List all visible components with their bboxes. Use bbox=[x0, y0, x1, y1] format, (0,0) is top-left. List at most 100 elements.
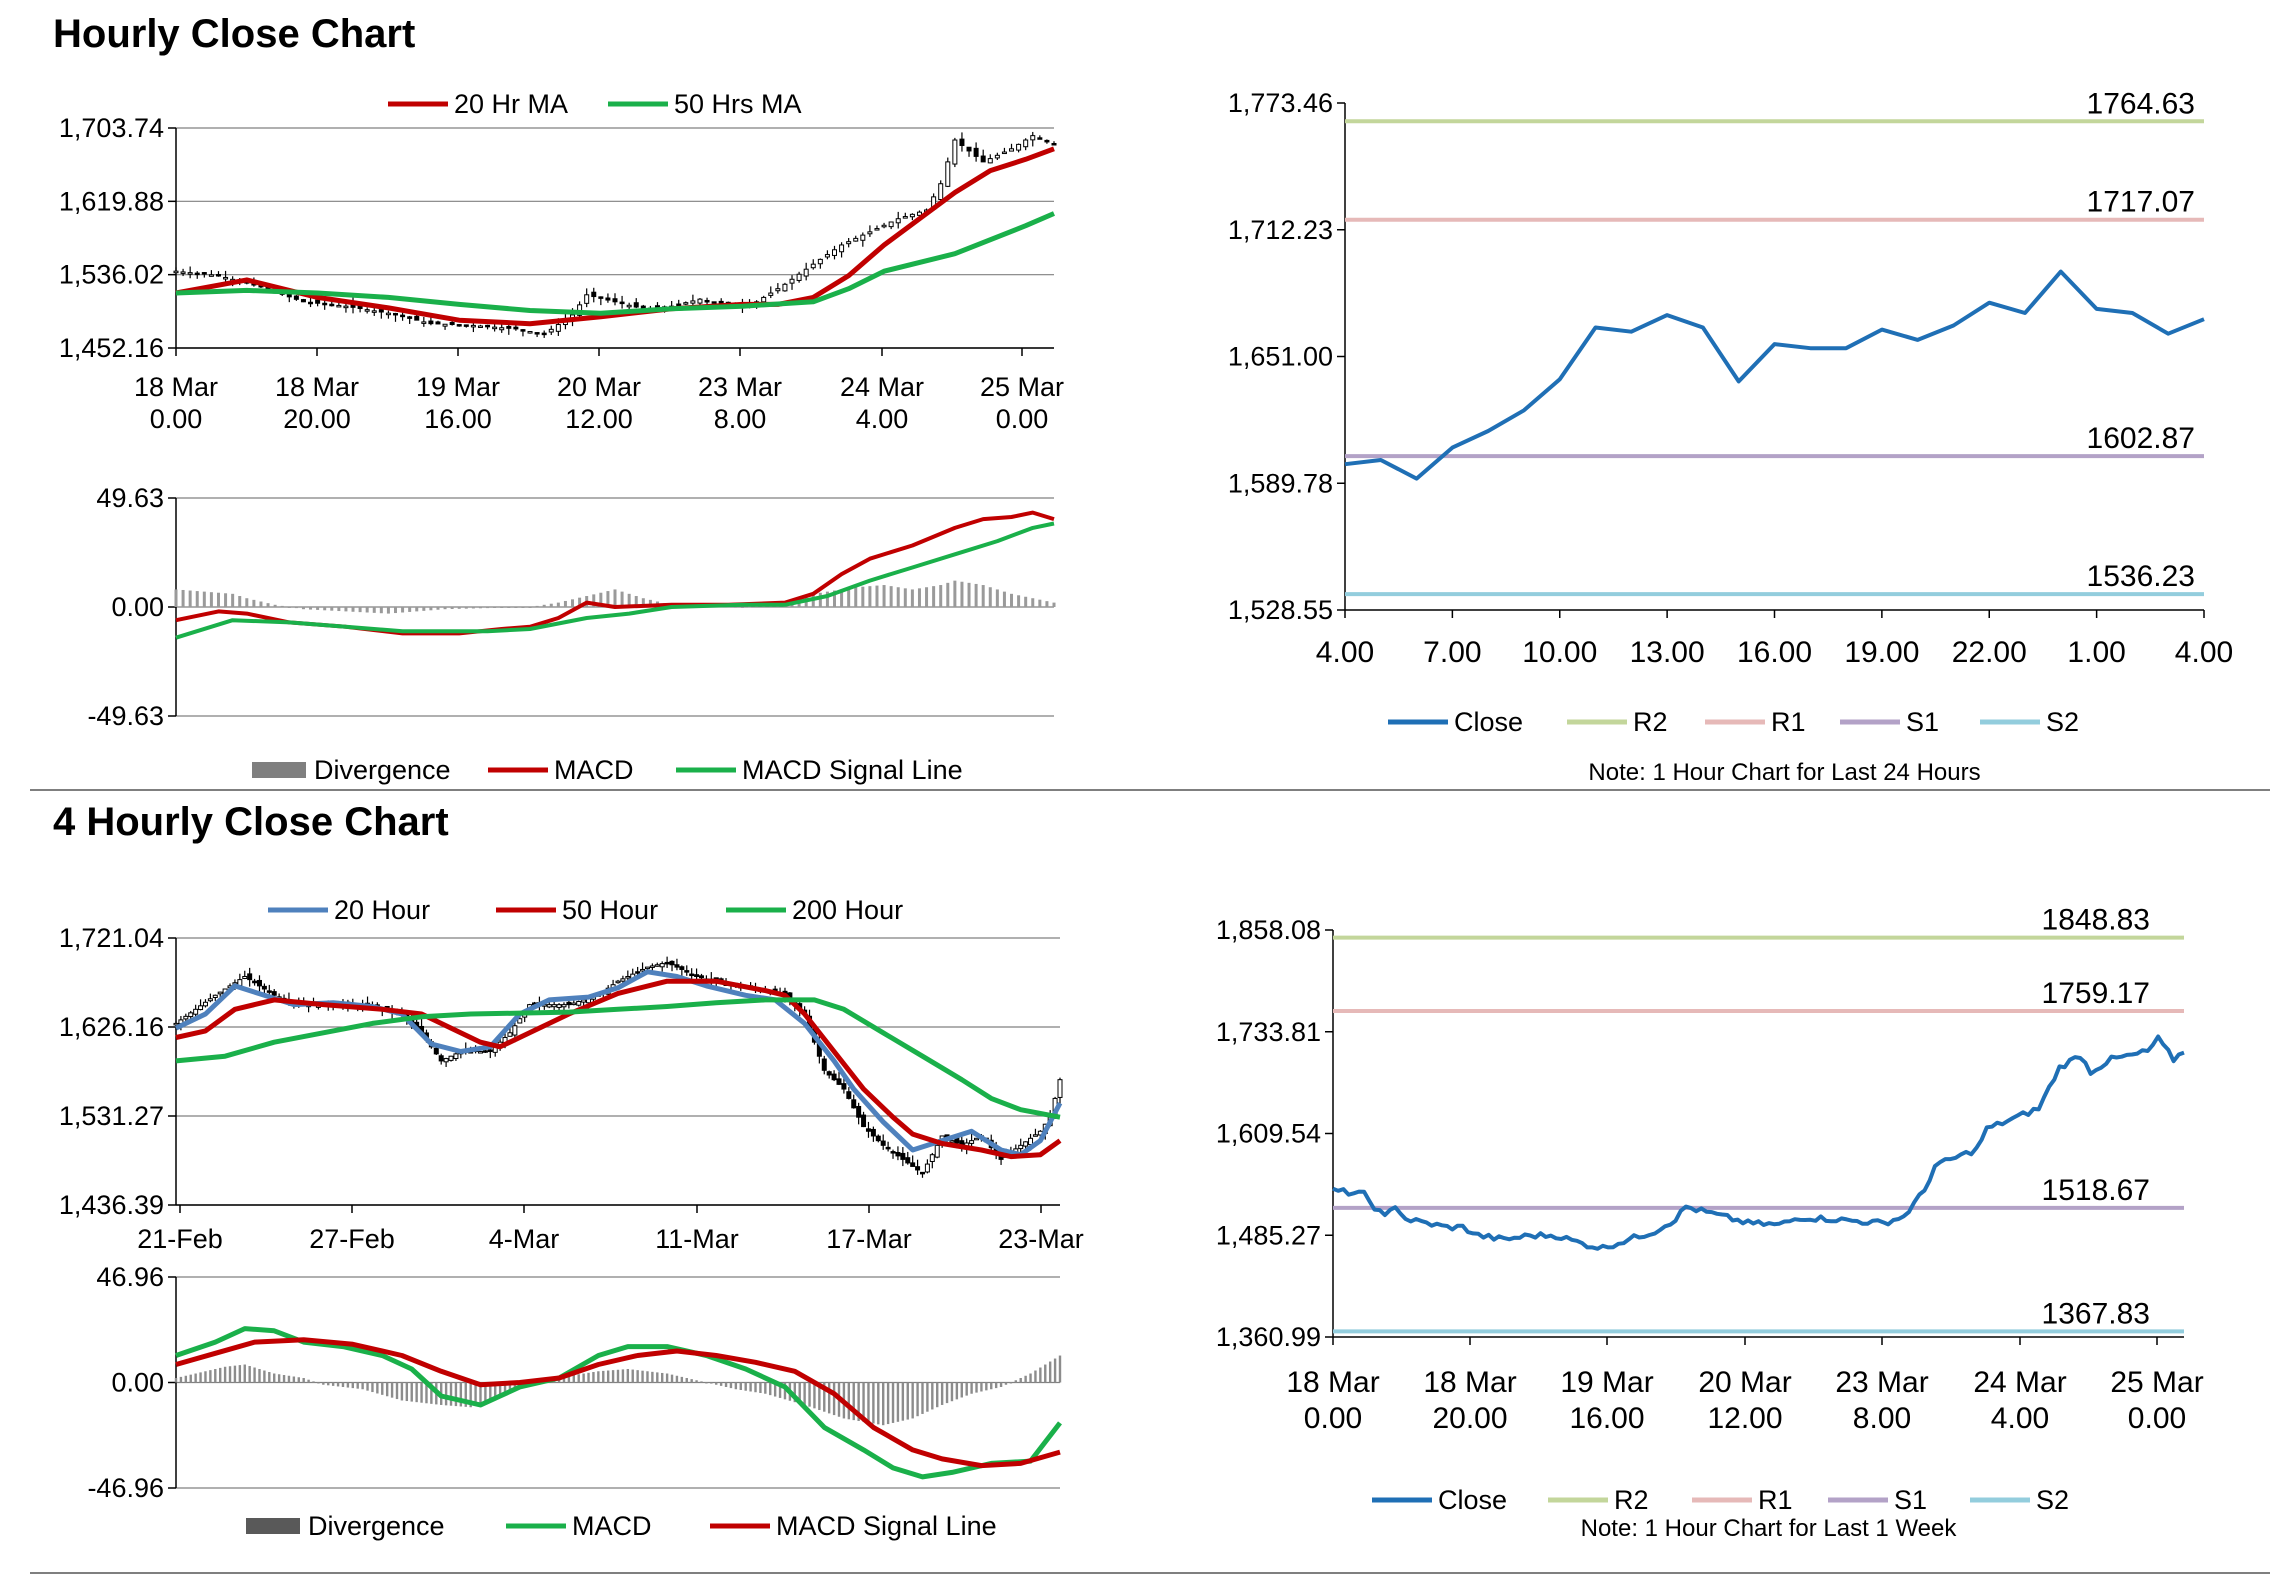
x-tick-label: 1.00 bbox=[2067, 636, 2125, 669]
divergence-bar bbox=[981, 585, 985, 607]
divergence-bar bbox=[680, 1376, 684, 1383]
candle-body bbox=[1018, 1144, 1024, 1150]
divergence-bar bbox=[471, 607, 475, 609]
divergence-bar bbox=[889, 586, 893, 607]
divergence-bar bbox=[199, 1372, 202, 1383]
candle-body bbox=[826, 1071, 832, 1076]
candle-body bbox=[308, 301, 314, 305]
candle-body bbox=[453, 1053, 459, 1060]
candle-body bbox=[881, 224, 887, 228]
candle-body bbox=[1009, 148, 1015, 152]
divergence-bar bbox=[179, 1376, 183, 1383]
divergence-bar bbox=[620, 591, 624, 607]
y-tick-label: 0.00 bbox=[111, 592, 164, 622]
divergence-bar bbox=[469, 1382, 472, 1408]
candle-body bbox=[902, 216, 908, 219]
candle-body bbox=[615, 980, 621, 984]
divergence-bar bbox=[917, 588, 921, 607]
divergence-bar bbox=[528, 607, 532, 608]
candle-body bbox=[485, 324, 491, 328]
divergence-bar bbox=[940, 1382, 944, 1405]
candle-body bbox=[1016, 143, 1022, 151]
candle-body bbox=[761, 296, 767, 303]
divergence-bar bbox=[422, 607, 426, 611]
candle-body bbox=[880, 1140, 886, 1146]
legend-label: R2 bbox=[1614, 1485, 1649, 1515]
divergence-bar bbox=[613, 589, 617, 607]
candle-body bbox=[846, 1091, 852, 1099]
divergence-bar bbox=[287, 1375, 291, 1383]
candle-body bbox=[212, 994, 218, 998]
four-hourly-pivot-chart: 1,858.08 1,733.81 1,609.54 1,485.27 1,360.99… bbox=[1216, 904, 2204, 1542]
divergence-bar bbox=[454, 1382, 458, 1407]
divergence-bar bbox=[385, 1382, 389, 1397]
candle-body bbox=[180, 271, 186, 274]
divergence-bar bbox=[1045, 601, 1049, 607]
pivot-label-r1: 1759.17 bbox=[2042, 977, 2150, 1010]
candle-body bbox=[322, 302, 328, 306]
divergence-bar bbox=[606, 591, 610, 607]
divergence-bar bbox=[494, 1382, 497, 1398]
divergence-bar bbox=[401, 607, 405, 613]
x-tick-label: 20 Mar bbox=[557, 372, 641, 402]
divergence-bar bbox=[891, 1382, 895, 1423]
divergence-bar bbox=[366, 1382, 369, 1391]
candle-body bbox=[625, 975, 631, 979]
divergence-bar bbox=[390, 1382, 394, 1398]
divergence-bar bbox=[882, 1382, 885, 1426]
candle-body bbox=[513, 326, 519, 330]
x-tick-label: 16.00 bbox=[1737, 636, 1812, 669]
candle-body bbox=[449, 322, 455, 326]
candle-body bbox=[293, 295, 299, 300]
candle-body bbox=[470, 324, 476, 328]
divergence-bar bbox=[405, 1382, 409, 1402]
candle-body bbox=[626, 304, 632, 308]
legend-label: R1 bbox=[1771, 707, 1806, 737]
divergence-bar bbox=[825, 591, 829, 607]
candle-body bbox=[895, 1151, 901, 1157]
divergence-bar bbox=[840, 589, 844, 607]
divergence-bar bbox=[450, 607, 454, 610]
candle-body bbox=[915, 1166, 921, 1171]
divergence-bar bbox=[719, 1382, 723, 1386]
candle-body bbox=[556, 1004, 562, 1008]
divergence-bar bbox=[847, 1382, 851, 1420]
divergence-bar bbox=[449, 1382, 453, 1406]
divergence-bar bbox=[174, 589, 178, 607]
candle-body bbox=[934, 1144, 940, 1158]
candle-body bbox=[817, 258, 823, 265]
divergence-bar bbox=[266, 603, 270, 607]
y-tick-label: -49.63 bbox=[87, 701, 164, 731]
divergence-bar bbox=[925, 587, 929, 607]
candle-body bbox=[223, 276, 229, 280]
divergence-bar bbox=[277, 1374, 281, 1383]
divergence-bar bbox=[953, 580, 957, 607]
candle-body bbox=[841, 1083, 847, 1090]
candle-body bbox=[548, 328, 554, 333]
candle-body bbox=[1001, 151, 1007, 155]
divergence-bar bbox=[1039, 1367, 1042, 1383]
divergence-bar bbox=[1053, 1358, 1057, 1383]
divergence-bar bbox=[1009, 1382, 1013, 1384]
divergence-bar bbox=[1019, 1378, 1022, 1383]
y-tick-label: 0.00 bbox=[111, 1368, 164, 1398]
candle-body bbox=[1023, 139, 1029, 148]
divergence-bar bbox=[444, 1382, 448, 1406]
divergence-bar bbox=[464, 607, 468, 609]
divergence-bar bbox=[535, 605, 539, 607]
y-tick-label: 1,452.16 bbox=[59, 333, 164, 363]
divergence-bar bbox=[985, 1382, 988, 1391]
candle-body bbox=[683, 302, 689, 305]
divergence-bar bbox=[903, 588, 907, 607]
divergence-bar bbox=[194, 1373, 197, 1383]
candle-body bbox=[438, 1055, 444, 1062]
candle-body bbox=[698, 975, 704, 979]
divergence-bar bbox=[287, 607, 291, 608]
candle-body bbox=[900, 1152, 906, 1160]
candle-body bbox=[919, 1171, 925, 1175]
divergence-bar bbox=[195, 591, 199, 607]
candle-body bbox=[775, 288, 781, 292]
divergence-bar bbox=[268, 1372, 271, 1383]
divergence-bar bbox=[648, 599, 652, 607]
candle-body bbox=[987, 158, 993, 164]
